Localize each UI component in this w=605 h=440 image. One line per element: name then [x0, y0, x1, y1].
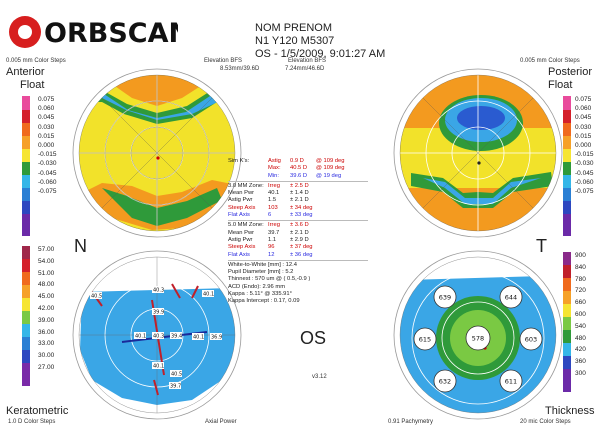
- posterior-steps: 0.005 mm Color Steps: [520, 58, 580, 64]
- posterior-color-scale: [563, 96, 571, 236]
- pachymetry-label: 0.91 Pachymetry: [388, 419, 434, 425]
- posterior-float: Float: [548, 79, 573, 91]
- anterior-steps: 0.005 mm Color Steps: [6, 58, 66, 64]
- anterior-float: Float: [20, 79, 45, 91]
- nasal-label: N: [74, 236, 87, 256]
- misc-stats: White-to-White [mm] : 12.4 Pupil Diameter…: [228, 261, 311, 305]
- logo-text: ORBSCAN: [44, 18, 178, 49]
- axial-power-label: Axial Power: [205, 419, 237, 425]
- thickness-steps: 20 mic Color Steps: [520, 419, 571, 425]
- thickness-values: 578 639 644 615 603 632 611: [413, 285, 543, 393]
- patient-name: NOM PRENOM: [255, 22, 332, 34]
- patient-header: NOM PRENOM N1 Y120 M5307 OS - 1/5/2009, …: [255, 22, 385, 61]
- keratometric-axial-map[interactable]: 40.5 40.3 40.1 39.9 40.1 40.3 39.4 40.1 …: [72, 250, 242, 420]
- svg-text:40.5: 40.5: [91, 294, 102, 300]
- thickness-scale-ticks: 900 840 780 720 660 600 540 480 420 360 300: [575, 252, 586, 377]
- anterior-float-map[interactable]: [72, 68, 242, 238]
- anterior-bfs: Elevation BFS: [204, 58, 243, 64]
- svg-text:40.3: 40.3: [153, 288, 164, 294]
- stats-panel: Sim K's: Astig 0.9 D @ 109 deg Max: 40.5 D @ …: [228, 158, 368, 306]
- posterior-bfs-value: 7.24mm/46.6D: [285, 66, 325, 72]
- svg-text:39.7: 39.7: [170, 384, 181, 390]
- svg-text:644: 644: [505, 294, 517, 302]
- thickness-color-scale: [563, 252, 571, 392]
- simk-max-row: Max: 40.5 D @ 109 deg: [268, 165, 345, 172]
- anterior-title: Anterior: [6, 66, 45, 78]
- svg-text:615: 615: [419, 336, 431, 344]
- posterior-scale-ticks: 0.075 0.060 0.045 0.030 0.015 0.000 -0.015 -0…: [575, 96, 594, 196]
- version-label: v3.12: [312, 374, 327, 380]
- anterior-color-scale: [22, 96, 30, 236]
- zone5-header: 5.0 MM Zone: Irreg ± 3.6 D: [228, 222, 309, 229]
- simk-astig-row: Sim K's: Astig 0.9 D @ 109 deg: [228, 158, 345, 164]
- svg-text:39.9: 39.9: [153, 310, 164, 316]
- keratometric-title: Keratometric: [6, 405, 69, 417]
- svg-text:40.1: 40.1: [193, 335, 204, 341]
- svg-text:632: 632: [439, 378, 451, 386]
- simk-min-row: Min: 39.6 D @ 19 deg: [268, 172, 342, 179]
- thickness-title: Thickness: [545, 405, 595, 417]
- svg-text:611: 611: [505, 378, 517, 386]
- zone3-header: 3.0 MM Zone: Irreg ± 2.5 D: [228, 182, 309, 189]
- keratometric-steps: 1.0 D Color Steps: [8, 419, 56, 425]
- svg-text:39.4: 39.4: [171, 334, 182, 340]
- keratometric-color-scale: [22, 246, 30, 386]
- eye-os-label: OS: [300, 328, 327, 348]
- posterior-title: Posterior: [548, 66, 593, 78]
- posterior-float-map[interactable]: [393, 68, 563, 238]
- posterior-bfs: Elevation BFS: [288, 58, 327, 64]
- svg-text:36.9: 36.9: [211, 335, 222, 341]
- svg-text:40.1: 40.1: [203, 292, 214, 298]
- svg-text:603: 603: [525, 336, 537, 344]
- anterior-scale-ticks: 0.075 0.060 0.045 0.030 0.015 0.000 -0.015 -0…: [38, 96, 57, 196]
- orbscan-logo: ORBSCAN: [9, 16, 178, 49]
- patient-id: N1 Y120 M5307: [255, 35, 335, 47]
- exam-eye-date: OS - 1/5/2009, 9:01:27 AM: [255, 48, 386, 60]
- svg-text:40.1: 40.1: [153, 364, 164, 370]
- svg-text:40.5: 40.5: [171, 372, 182, 378]
- svg-text:578: 578: [472, 335, 484, 343]
- svg-text:40.3: 40.3: [153, 334, 164, 340]
- keratometric-scale-ticks: 57.00 54.00 51.00 48.00 45.00 42.00 39.00 36.…: [38, 246, 55, 371]
- temporal-label: T: [536, 236, 547, 256]
- thickness-pachymetry-map[interactable]: 578 639 644 615 603 632 611: [393, 250, 563, 420]
- svg-text:40.1: 40.1: [135, 334, 146, 340]
- anterior-bfs-value: 8.53mm/39.6D: [220, 66, 260, 72]
- svg-text:639: 639: [439, 294, 451, 302]
- keratometric-values: 40.5 40.3 40.1 39.9 40.1 40.3 39.4 40.1 …: [90, 286, 222, 390]
